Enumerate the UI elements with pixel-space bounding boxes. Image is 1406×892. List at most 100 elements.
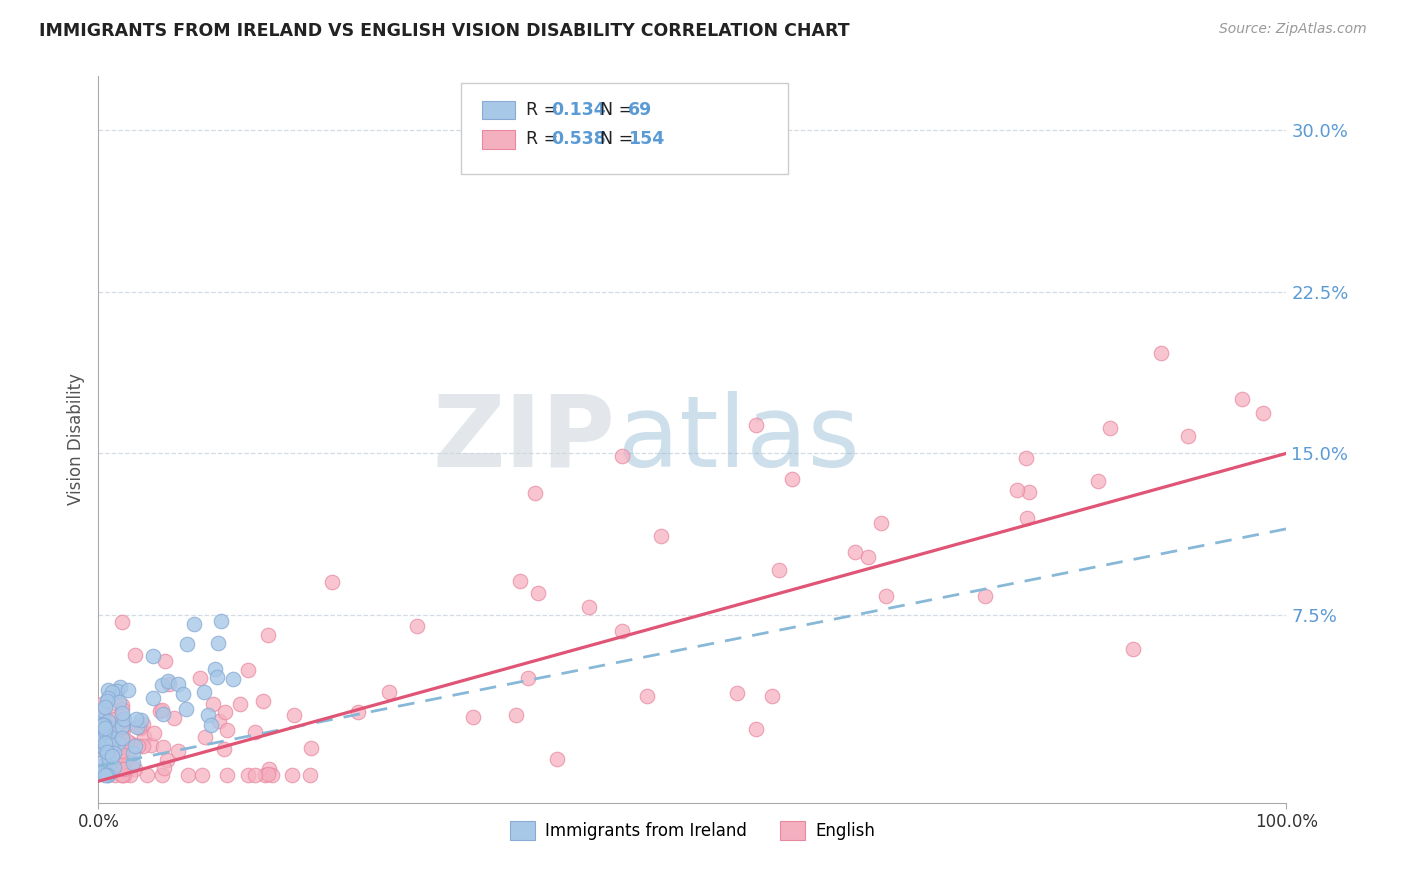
Point: [117, 682, 139, 697]
Point: [96, 768, 118, 782]
Point: [222, 672, 245, 686]
Point: [157, 676, 180, 690]
Text: IMMIGRANTS FROM IRELAND VS ENGLISH VISION DISABILITY CORRELATION CHART: IMMIGRANTS FROM IRELAND VS ENGLISH VISIO…: [39, 22, 851, 40]
Point: [152, 707, 174, 722]
Point: [1251, 406, 1274, 420]
Point: [1087, 474, 1109, 488]
Point: [156, 674, 179, 689]
Text: R =: R =: [526, 130, 564, 148]
Point: [100, 732, 122, 747]
Point: [283, 708, 305, 723]
Point: [104, 760, 127, 774]
Point: [844, 545, 866, 559]
FancyBboxPatch shape: [482, 129, 516, 148]
Point: [347, 705, 370, 719]
Point: [523, 486, 546, 500]
Point: [98, 756, 121, 771]
Point: [94, 723, 117, 738]
Text: R =: R =: [526, 101, 564, 119]
Point: [111, 731, 134, 745]
Point: [183, 616, 205, 631]
Point: [96, 734, 118, 748]
Point: [150, 768, 173, 782]
Point: [505, 707, 527, 722]
Point: [149, 704, 172, 718]
Point: [94, 741, 117, 756]
Point: [91, 761, 114, 775]
Point: [112, 720, 135, 734]
Point: [111, 744, 134, 758]
Point: [100, 739, 122, 753]
Point: [509, 574, 531, 588]
Point: [150, 678, 173, 692]
Point: [111, 768, 134, 782]
Point: [298, 768, 321, 782]
Point: [104, 768, 127, 782]
Point: [108, 680, 131, 694]
Point: [1098, 420, 1121, 434]
Text: N =: N =: [600, 130, 638, 148]
Point: [93, 748, 115, 763]
Point: [96, 732, 118, 747]
Point: [96, 765, 118, 780]
Point: [103, 739, 125, 754]
Point: [201, 697, 224, 711]
Point: [1230, 392, 1253, 406]
Point: [132, 739, 155, 753]
Point: [107, 731, 129, 746]
Legend: Immigrants from Ireland, English: Immigrants from Ireland, English: [503, 814, 882, 847]
Point: [93, 736, 115, 750]
Point: [215, 723, 238, 737]
Point: [142, 690, 165, 705]
Point: [150, 703, 173, 717]
Point: [98, 738, 121, 752]
Point: [89, 738, 111, 752]
Point: [103, 746, 125, 760]
Point: [111, 719, 134, 733]
Text: 154: 154: [628, 130, 665, 148]
Point: [94, 721, 117, 735]
Point: [167, 744, 190, 758]
Point: [96, 694, 118, 708]
Point: [97, 736, 120, 750]
Point: [112, 754, 135, 768]
Point: [98, 731, 121, 745]
Point: [259, 762, 281, 776]
Point: [89, 732, 111, 747]
Point: [111, 698, 134, 713]
Point: [111, 719, 134, 733]
Point: [91, 698, 114, 712]
Point: [98, 752, 121, 766]
Point: [205, 670, 228, 684]
Point: [89, 753, 111, 767]
Point: [745, 418, 768, 433]
Point: [90, 703, 112, 717]
Point: [128, 720, 150, 734]
Point: [214, 706, 236, 720]
Text: Source: ZipAtlas.com: Source: ZipAtlas.com: [1219, 22, 1367, 37]
Point: [93, 731, 115, 745]
Point: [105, 749, 128, 764]
Point: [546, 752, 568, 766]
Point: [112, 735, 135, 749]
Point: [89, 749, 111, 764]
Point: [93, 717, 115, 731]
Point: [761, 690, 783, 704]
Point: [229, 697, 252, 711]
Point: [139, 739, 162, 753]
Point: [105, 735, 128, 749]
Point: [107, 744, 129, 758]
Point: [108, 695, 131, 709]
Text: 69: 69: [628, 101, 652, 119]
Point: [254, 768, 277, 782]
Point: [121, 759, 143, 773]
Text: ZIP: ZIP: [433, 391, 616, 488]
Point: [725, 686, 748, 700]
Point: [1018, 484, 1040, 499]
Point: [111, 615, 134, 629]
Point: [91, 709, 114, 723]
Point: [94, 768, 117, 782]
Point: [243, 724, 266, 739]
Point: [135, 768, 157, 782]
Point: [90, 717, 112, 731]
